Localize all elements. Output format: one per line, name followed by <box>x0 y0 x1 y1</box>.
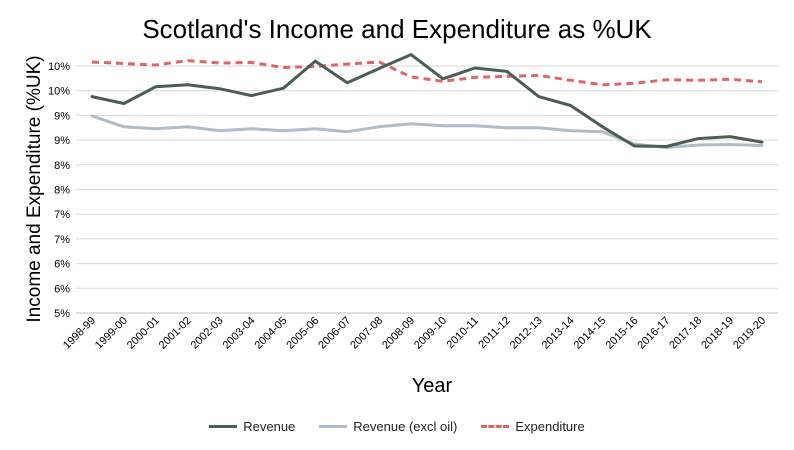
x-tick-label: 2004-05 <box>252 315 289 352</box>
y-tick-label: 7% <box>54 209 70 221</box>
y-tick-label: 7% <box>54 234 70 246</box>
legend: Revenue Revenue (excl oil) Expenditure <box>0 419 794 434</box>
y-tick-label: 10% <box>48 86 70 98</box>
series-line-expenditure <box>91 59 763 87</box>
y-tick-label: 9% <box>54 110 70 122</box>
series-lines <box>90 53 764 149</box>
chart-title: Scotland's Income and Expenditure as %UK <box>142 14 652 44</box>
y-tick-label: 8% <box>54 185 70 197</box>
x-tick-label: 2007-08 <box>348 315 385 352</box>
x-tick-label: 2019-20 <box>731 315 768 352</box>
y-tick-label: 8% <box>54 160 70 172</box>
series-line-revenue <box>90 53 764 148</box>
series-line-revenue-excl-oil <box>90 114 764 149</box>
x-tick-label: 2005-06 <box>284 315 321 352</box>
x-tick-label: 2013-14 <box>540 315 577 352</box>
x-tick-label: 2000-01 <box>125 315 162 352</box>
y-tick-label: 10% <box>48 61 70 73</box>
legend-label-expenditure: Expenditure <box>515 419 585 434</box>
x-tick-label: 1999-00 <box>93 315 130 352</box>
y-tick-label: 9% <box>54 135 70 147</box>
legend-item-expenditure: Expenditure <box>481 419 585 434</box>
legend-item-revenue-excl-oil: Revenue (excl oil) <box>319 419 457 434</box>
x-tick-label: 2012-13 <box>508 315 545 352</box>
y-tick-labels: 5% 6% 6% 7% 7% 8% 8% 9% 9% 10% 10% <box>48 61 70 320</box>
x-tick-label: 2002-03 <box>189 315 226 352</box>
y-tick-label: 6% <box>54 259 70 271</box>
y-tick-label: 6% <box>54 283 70 295</box>
y-tick-label: 5% <box>54 308 70 320</box>
x-tick-label: 2017-18 <box>667 315 704 352</box>
x-tick-label: 2009-10 <box>412 315 449 352</box>
legend-swatch-expenditure <box>481 425 510 428</box>
x-axis-label: Year <box>412 375 453 397</box>
legend-item-revenue: Revenue <box>209 419 295 434</box>
legend-label-revenue: Revenue <box>243 419 296 434</box>
gridlines <box>76 65 778 314</box>
legend-label-revenue-excl-oil: Revenue (excl oil) <box>353 419 458 434</box>
x-tick-label: 2010-11 <box>445 315 481 351</box>
x-tick-label: 2003-04 <box>221 315 258 352</box>
x-tick-label: 2015-16 <box>603 315 640 352</box>
x-tick-label: 2014-15 <box>572 315 609 352</box>
x-tick-label: 2011-12 <box>476 315 512 351</box>
legend-swatch-revenue <box>209 425 238 428</box>
y-axis-label: Income and Expenditure (%UK) <box>24 55 45 322</box>
x-tick-label: 2001-02 <box>157 315 194 352</box>
x-tick-label: 2008-09 <box>380 315 417 352</box>
legend-swatch-revenue-excl-oil <box>319 425 348 428</box>
x-tick-labels: 1998-991999-002000-012001-022002-032003-… <box>61 315 768 352</box>
x-tick-label: 2006-07 <box>316 315 353 352</box>
x-tick-label: 2018-19 <box>699 315 736 352</box>
x-tick-label: 1998-99 <box>61 315 98 352</box>
x-tick-label: 2016-17 <box>635 315 672 352</box>
